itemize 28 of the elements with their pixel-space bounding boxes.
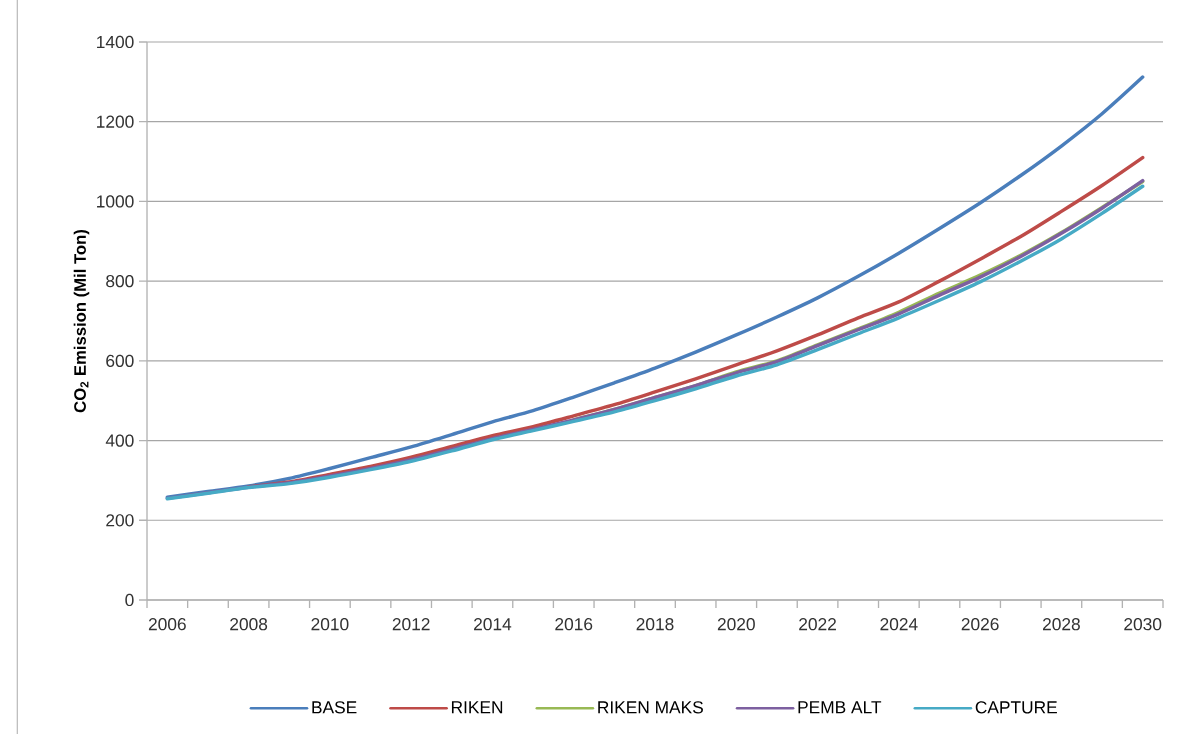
y-tick-label: 400 <box>105 434 134 447</box>
x-tick-label: 2020 <box>717 618 755 631</box>
y-tick-label: 0 <box>125 593 134 607</box>
x-tick-label: 2014 <box>474 618 512 631</box>
legend-label: RIKEN <box>451 701 503 714</box>
x-tick-label: 2026 <box>961 618 999 631</box>
legend-label: PEMB ALT <box>798 701 882 714</box>
y-tick-label: 1200 <box>97 115 134 128</box>
legend-label: RIKEN MAKS <box>598 701 703 714</box>
x-tick-label: 2010 <box>311 618 349 631</box>
x-tick-label: 2024 <box>880 618 918 631</box>
y-axis-title: CO$_{2}$ Emission (Mil Ton) <box>73 229 90 413</box>
x-tick-label: 2028 <box>1043 618 1080 631</box>
x-tick-label: 2022 <box>799 618 836 631</box>
y-tick-label: 600 <box>106 354 134 367</box>
legend-label: BASE <box>312 701 357 714</box>
x-tick-label: 2018 <box>636 618 674 631</box>
line-series <box>165 75 1145 499</box>
y-tick-label: 800 <box>106 274 134 288</box>
x-tick-label: 2008 <box>230 618 268 631</box>
y-tick-label: 200 <box>106 514 134 527</box>
y-tick-label: 1400 <box>97 35 134 49</box>
x-tick-label: 2012 <box>392 618 430 631</box>
x-tick-label: 2016 <box>555 618 593 631</box>
legend-label: CAPTURE <box>975 701 1057 714</box>
x-tick-label: 2006 <box>148 618 186 631</box>
y-tick-label: 1000 <box>97 195 134 208</box>
x-tick-label: 2030 <box>1124 618 1162 631</box>
